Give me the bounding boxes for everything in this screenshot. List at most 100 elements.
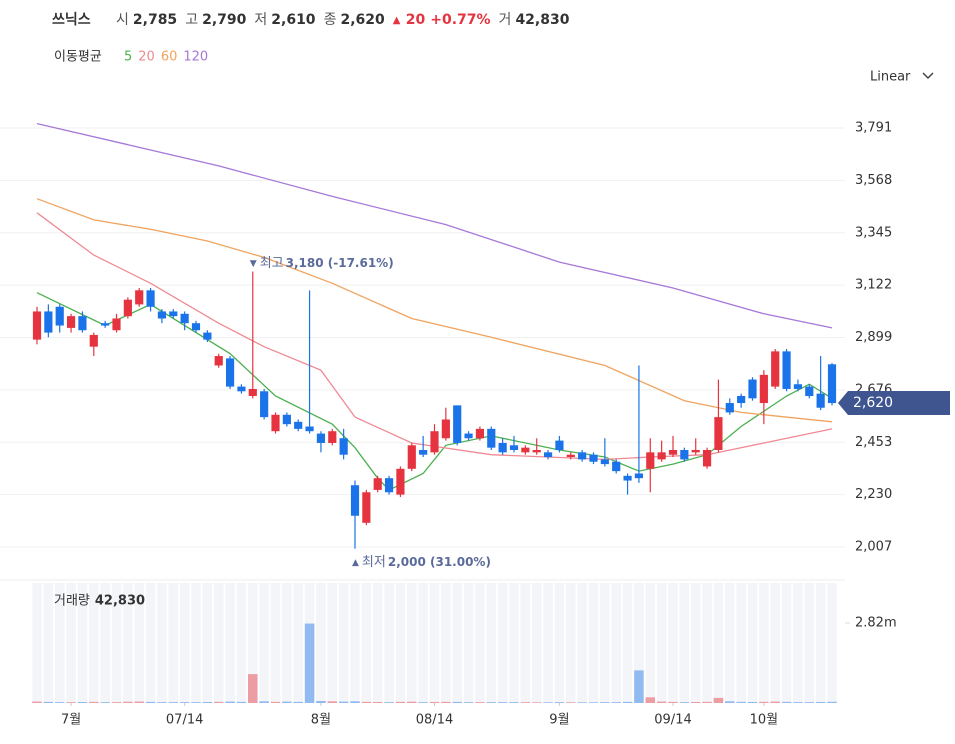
candle-body: [350, 485, 360, 516]
volume-bar: [89, 701, 99, 703]
ma-line: [36, 122, 833, 329]
volume-bg: [770, 583, 780, 703]
price-tag-label: 2,620: [853, 395, 893, 411]
y-tick-label: 3,122: [855, 278, 892, 293]
x-tick-label: 07/14: [166, 713, 203, 728]
volume-bg: [577, 583, 587, 703]
annotation-label: 3,180 (-17.61%): [286, 256, 394, 270]
volume-label: 거: [499, 12, 512, 28]
candle-body: [419, 450, 428, 455]
volume-bg: [338, 583, 349, 703]
volume-bar: [781, 701, 792, 703]
candle-body: [509, 445, 519, 450]
volume-bar: [531, 702, 542, 703]
candle-body: [702, 450, 712, 467]
volume-bar: [361, 701, 372, 703]
volume-bar: [111, 702, 122, 703]
candle-body: [180, 313, 189, 324]
volume-bar: [202, 702, 213, 703]
volume-bg: [747, 583, 758, 703]
volume-bg: [259, 583, 269, 703]
candle-body: [362, 492, 371, 523]
volume-bar: [293, 701, 303, 703]
candle-body: [305, 426, 314, 432]
volume-bar: [827, 701, 837, 703]
candle-body: [612, 461, 621, 472]
candle-body: [748, 379, 757, 399]
candle-body: [89, 334, 98, 347]
candle-body: [135, 290, 144, 305]
candle-body: [157, 311, 167, 319]
volume-bg: [463, 583, 474, 703]
candle-body: [214, 356, 223, 366]
scale-menu[interactable]: Linear: [870, 70, 934, 85]
candle-body: [589, 454, 598, 462]
extreme-annotation: ▼ 최고 3,180 (-17.61%): [250, 256, 394, 271]
ohlc-label: 고: [185, 12, 198, 28]
candle-body: [146, 290, 155, 307]
candle-body: [339, 438, 348, 455]
candle-body: [657, 452, 666, 460]
y-tick-label: 3,345: [855, 225, 892, 240]
volume-bg: [429, 583, 440, 703]
volume-bar: [725, 701, 735, 703]
volume-bg: [793, 583, 803, 703]
volume-bar: [441, 701, 451, 703]
volume-bar: [191, 702, 201, 703]
volume-bar: [66, 702, 76, 703]
volume-bar: [168, 702, 179, 703]
volume-bar: [520, 702, 531, 703]
volume-bg: [622, 583, 633, 703]
volume-bar: [259, 701, 269, 703]
volume-bar: [384, 702, 394, 703]
volume-bg: [827, 583, 837, 703]
volume-bar: [747, 702, 758, 703]
candle-body: [271, 414, 280, 432]
volume-bg: [554, 583, 565, 703]
candle-body: [316, 433, 326, 443]
candle-body: [101, 323, 110, 326]
chevron[interactable]: [922, 72, 934, 80]
candle-body: [248, 388, 257, 396]
volume-bar: [32, 701, 42, 703]
candle-body: [55, 306, 64, 326]
volume-bar: [338, 701, 349, 703]
y-tick-label: 2,230: [855, 487, 892, 502]
candle-body: [646, 452, 655, 469]
candle-body: [123, 299, 132, 317]
volume-bg: [202, 583, 213, 703]
volume-bar: [793, 702, 803, 703]
volume-bar: [770, 701, 780, 703]
extreme-annotation: ▲ 최저 2,000 (31.00%): [352, 555, 491, 570]
scale-menu-label[interactable]: Linear: [870, 70, 911, 85]
volume-bar: [566, 702, 576, 703]
candle-body: [725, 403, 734, 413]
candle-body: [464, 433, 473, 439]
volume-bg: [804, 583, 815, 703]
candle-body: [805, 386, 814, 396]
volume-bg: [668, 583, 678, 703]
volume-bg: [293, 583, 303, 703]
candle-body: [634, 473, 644, 479]
candle-body: [691, 450, 700, 453]
volume-bg: [304, 583, 315, 703]
volume-bar: [123, 701, 133, 703]
candle-body: [816, 393, 825, 408]
y-tick-label: 3,568: [855, 173, 892, 188]
volume-bg: [145, 583, 156, 703]
candle-body: [532, 450, 541, 453]
annotation-label: 2,000 (31.00%): [388, 555, 491, 569]
volume-bg: [566, 583, 576, 703]
candle-body: [600, 459, 609, 465]
y-tick-label: 2,007: [855, 539, 892, 554]
volume-bar: [372, 702, 383, 703]
volume-bar: [395, 701, 406, 703]
candle-body: [566, 454, 575, 458]
candle-body: [430, 431, 439, 453]
candle-body: [66, 316, 76, 328]
change-percent: +0.77%: [430, 12, 490, 28]
volume-bar: [713, 697, 724, 703]
ohlc-label: 저: [254, 12, 267, 28]
volume-bg: [179, 583, 190, 703]
volume-bg: [736, 583, 746, 703]
